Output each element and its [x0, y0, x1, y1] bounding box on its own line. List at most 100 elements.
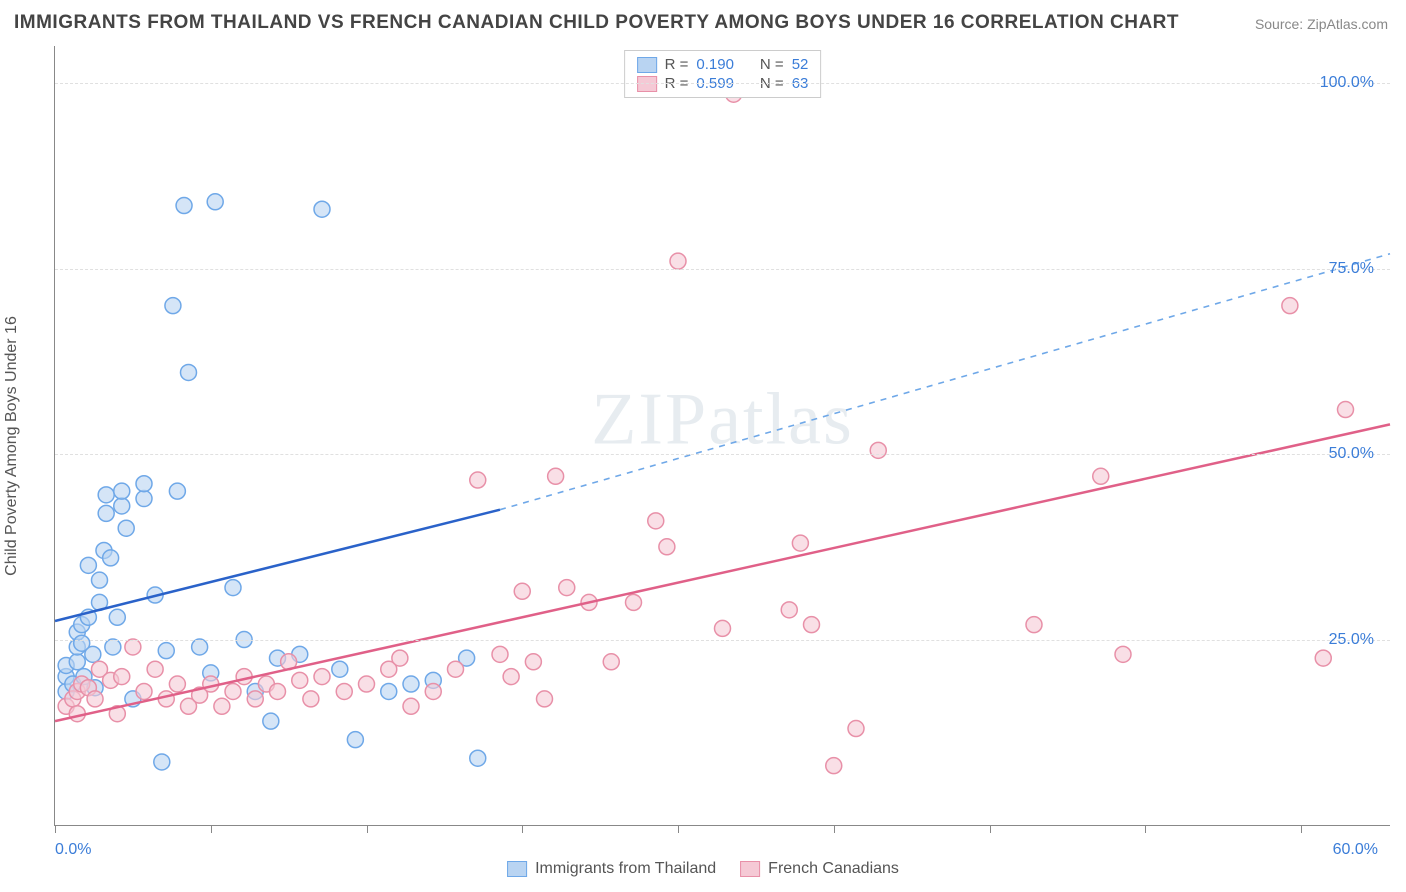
scatter-point-series-1	[1282, 298, 1298, 314]
x-tick	[367, 825, 368, 833]
scatter-point-series-1	[470, 472, 486, 488]
scatter-point-series-1	[792, 535, 808, 551]
gridline	[55, 269, 1390, 270]
x-tick	[1301, 825, 1302, 833]
scatter-point-series-0	[314, 201, 330, 217]
scatter-point-series-1	[359, 676, 375, 692]
scatter-point-series-0	[80, 557, 96, 573]
scatter-point-series-1	[826, 758, 842, 774]
scatter-point-series-1	[87, 691, 103, 707]
scatter-point-series-1	[537, 691, 553, 707]
gridline	[55, 454, 1390, 455]
x-tick-label: 60.0%	[1333, 841, 1378, 859]
bottom-legend: Immigrants from Thailand French Canadian…	[507, 860, 899, 878]
legend-swatch-1	[740, 861, 760, 877]
scatter-point-series-1	[136, 683, 152, 699]
legend-item-1: French Canadians	[740, 860, 899, 878]
scatter-point-series-1	[514, 583, 530, 599]
scatter-point-series-1	[147, 661, 163, 677]
scatter-point-series-1	[169, 676, 185, 692]
scatter-point-series-0	[169, 483, 185, 499]
scatter-point-series-0	[403, 676, 419, 692]
scatter-point-series-0	[207, 194, 223, 210]
scatter-point-series-1	[292, 672, 308, 688]
scatter-point-series-0	[136, 476, 152, 492]
plot-area: ZIPatlas R = 0.190 N = 52 R = 0.599 N = …	[54, 46, 1390, 826]
x-tick	[55, 825, 56, 833]
trend-line-series-1	[55, 424, 1390, 721]
gridline	[55, 83, 1390, 84]
gridline	[55, 640, 1390, 641]
x-tick-label: 0.0%	[55, 841, 91, 859]
scatter-point-series-0	[470, 750, 486, 766]
scatter-point-series-0	[158, 643, 174, 659]
scatter-point-series-1	[303, 691, 319, 707]
scatter-point-series-1	[1338, 402, 1354, 418]
scatter-point-series-1	[848, 721, 864, 737]
chart-title: IMMIGRANTS FROM THAILAND VS FRENCH CANAD…	[14, 12, 1179, 34]
x-tick	[522, 825, 523, 833]
scatter-point-series-1	[1115, 646, 1131, 662]
legend-label-0: Immigrants from Thailand	[535, 860, 716, 878]
scatter-point-series-0	[136, 491, 152, 507]
n-value-0: 52	[792, 56, 809, 73]
y-axis-label: Child Poverty Among Boys Under 16	[3, 316, 21, 576]
scatter-point-series-0	[109, 609, 125, 625]
scatter-point-series-0	[92, 572, 108, 588]
stats-row-series-0: R = 0.190 N = 52	[637, 55, 809, 74]
scatter-point-series-1	[870, 442, 886, 458]
scatter-point-series-0	[176, 198, 192, 214]
scatter-point-series-1	[626, 594, 642, 610]
legend-label-1: French Canadians	[768, 860, 899, 878]
scatter-point-series-0	[85, 646, 101, 662]
scatter-point-series-1	[336, 683, 352, 699]
scatter-point-series-0	[114, 498, 130, 514]
chart-svg	[55, 46, 1390, 825]
y-tick-label: 75.0%	[1329, 260, 1374, 278]
scatter-point-series-1	[603, 654, 619, 670]
scatter-point-series-0	[105, 639, 121, 655]
scatter-point-series-1	[314, 669, 330, 685]
scatter-point-series-1	[214, 698, 230, 714]
scatter-point-series-1	[114, 669, 130, 685]
scatter-point-series-0	[332, 661, 348, 677]
x-tick	[678, 825, 679, 833]
scatter-point-series-0	[192, 639, 208, 655]
scatter-point-series-0	[98, 487, 114, 503]
scatter-point-series-0	[114, 483, 130, 499]
scatter-point-series-1	[270, 683, 286, 699]
x-tick	[990, 825, 991, 833]
scatter-point-series-1	[548, 468, 564, 484]
scatter-point-series-0	[103, 550, 119, 566]
source-attribution: Source: ZipAtlas.com	[1255, 16, 1388, 32]
scatter-point-series-1	[670, 253, 686, 269]
x-tick	[834, 825, 835, 833]
scatter-point-series-1	[392, 650, 408, 666]
x-tick	[211, 825, 212, 833]
scatter-point-series-0	[263, 713, 279, 729]
y-tick-label: 100.0%	[1320, 74, 1374, 92]
legend-item-0: Immigrants from Thailand	[507, 860, 716, 878]
stats-legend: R = 0.190 N = 52 R = 0.599 N = 63	[624, 50, 822, 98]
scatter-point-series-1	[1093, 468, 1109, 484]
scatter-point-series-0	[181, 364, 197, 380]
scatter-point-series-1	[559, 580, 575, 596]
y-tick-label: 50.0%	[1329, 445, 1374, 463]
trend-line-dashed-series-0	[500, 254, 1390, 510]
scatter-point-series-1	[715, 620, 731, 636]
n-equals-label-0: N =	[760, 56, 784, 73]
swatch-series-0	[637, 57, 657, 73]
scatter-point-series-1	[525, 654, 541, 670]
scatter-point-series-1	[225, 683, 241, 699]
scatter-point-series-0	[347, 732, 363, 748]
y-tick-label: 25.0%	[1329, 631, 1374, 649]
scatter-point-series-1	[425, 683, 441, 699]
scatter-point-series-1	[448, 661, 464, 677]
scatter-point-series-1	[1315, 650, 1331, 666]
x-tick	[1145, 825, 1146, 833]
scatter-point-series-1	[403, 698, 419, 714]
scatter-point-series-1	[781, 602, 797, 618]
scatter-point-series-1	[1026, 617, 1042, 633]
scatter-point-series-1	[804, 617, 820, 633]
scatter-point-series-1	[125, 639, 141, 655]
